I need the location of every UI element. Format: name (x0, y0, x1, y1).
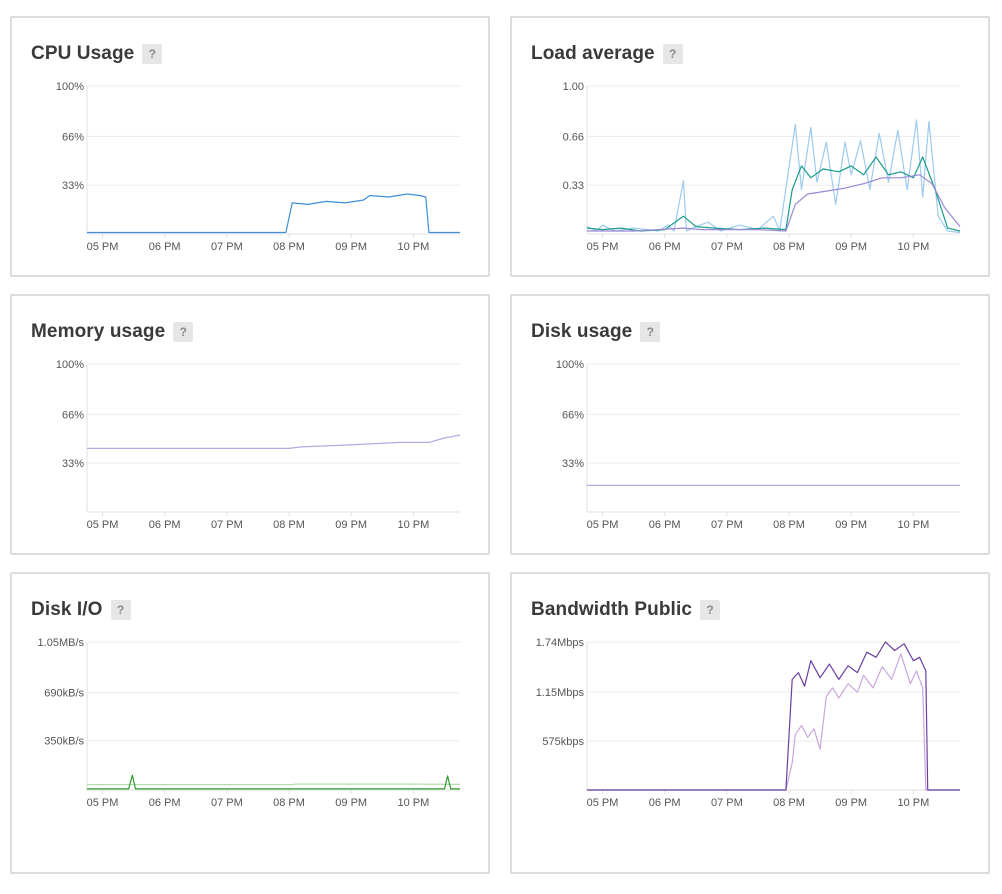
memory-usage-chart[interactable]: 100% 66% 33% 05 PM 06 PM 07 PM 08 PM 09 PM 10 PM (12, 296, 488, 553)
x-tick-label: 05 PM (587, 797, 619, 809)
load-average-chart[interactable]: 1.00 0.66 0.33 05 PM 06 PM 07 PM 08 PM 09 PM 10 … (512, 18, 988, 275)
x-tick-label: 10 PM (397, 797, 429, 809)
x-tick-label: 08 PM (273, 797, 305, 809)
x-tick-label: 10 PM (397, 241, 429, 253)
y-tick-label: 1.05MB/s (38, 637, 85, 649)
y-tick-label: 33% (562, 458, 584, 470)
x-tick-label: 06 PM (149, 519, 181, 531)
y-tick-label: 0.33 (563, 180, 584, 192)
panel-header: Disk I/O ? (31, 599, 131, 621)
y-tick-label: 33% (62, 180, 84, 192)
cpu-usage-panel: CPU Usage ? 100% 66% 33% 05 PM 06 PM 07 PM 08 … (10, 16, 490, 277)
x-tick-label: 07 PM (711, 241, 743, 253)
x-tick-label: 07 PM (211, 241, 243, 253)
x-tick-label: 06 PM (649, 241, 681, 253)
panel-title: Load average (531, 43, 655, 64)
series-line-1 (587, 653, 960, 791)
x-tick-label: 09 PM (835, 241, 867, 253)
x-tick-label: 06 PM (149, 797, 181, 809)
panel-header: CPU Usage ? (31, 43, 163, 65)
memory-usage-panel: Memory usage ? 100% 66% 33% 05 PM 06 PM 07 PM… (10, 294, 490, 555)
panel-header: Load average ? (531, 43, 683, 65)
x-tick-label: 08 PM (273, 241, 305, 253)
panel-header: Memory usage ? (31, 321, 194, 343)
x-tick-label: 10 PM (897, 241, 929, 253)
y-tick-label: 0.66 (563, 131, 584, 143)
load-average-panel: Load average ? 1.00 0.66 0.33 05 PM 06 PM 07 … (510, 16, 990, 277)
x-tick-label: 05 PM (87, 797, 119, 809)
y-tick-label: 100% (56, 359, 84, 371)
series-line-1 (586, 119, 961, 234)
series-line-1 (87, 193, 460, 234)
help-icon[interactable]: ? (700, 600, 720, 620)
disk-usage-chart[interactable]: 100% 66% 33% 05 PM 06 PM 07 PM 08 PM 09 PM 10 PM (512, 296, 988, 553)
panel-header: Bandwidth Public ? (531, 599, 720, 621)
series-line-2 (87, 774, 460, 790)
x-tick-label: 07 PM (211, 519, 243, 531)
panel-title: Disk I/O (31, 599, 103, 620)
x-tick-label: 07 PM (711, 797, 743, 809)
bandwidth-public-chart[interactable]: 1.74Mbps 1.15Mbps 575kbps 05 PM 06 PM 07 PM 08… (512, 574, 988, 872)
y-tick-label: 350kB/s (44, 736, 84, 748)
x-tick-label: 08 PM (773, 241, 805, 253)
panel-title: Disk usage (531, 321, 633, 342)
y-tick-label: 1.74Mbps (536, 637, 585, 649)
x-tick-label: 08 PM (773, 519, 805, 531)
x-tick-label: 05 PM (87, 519, 119, 531)
cpu-usage-chart[interactable]: 100% 66% 33% 05 PM 06 PM 07 PM 08 PM 09 PM 10 PM (12, 18, 488, 275)
y-tick-label: 66% (562, 409, 584, 421)
y-tick-label: 33% (62, 458, 84, 470)
y-tick-label: 690kB/s (44, 688, 84, 700)
x-tick-label: 05 PM (87, 241, 119, 253)
x-tick-label: 08 PM (773, 797, 805, 809)
disk-usage-panel: Disk usage ? 100% 66% 33% 05 PM 06 PM 07 PM 08… (510, 294, 990, 555)
x-tick-label: 07 PM (711, 519, 743, 531)
x-tick-label: 09 PM (335, 519, 367, 531)
y-tick-label: 1.15Mbps (536, 687, 585, 699)
series-line-2 (586, 156, 961, 232)
series-line-2 (587, 641, 960, 791)
y-tick-label: 66% (62, 409, 84, 421)
help-icon[interactable]: ? (142, 44, 163, 64)
x-tick-label: 10 PM (897, 797, 929, 809)
x-tick-label: 09 PM (335, 797, 367, 809)
help-icon[interactable]: ? (640, 322, 661, 342)
x-tick-label: 05 PM (587, 519, 619, 531)
x-tick-label: 05 PM (587, 241, 619, 253)
x-tick-label: 07 PM (211, 797, 243, 809)
x-tick-label: 06 PM (649, 797, 681, 809)
panel-title: CPU Usage (31, 43, 135, 64)
help-icon[interactable]: ? (173, 322, 194, 342)
x-tick-label: 06 PM (649, 519, 681, 531)
y-tick-label: 100% (56, 81, 84, 93)
x-tick-label: 09 PM (835, 797, 867, 809)
bandwidth-public-panel: Bandwidth Public ? 1.74Mbps 1.15Mbps 575kb… (510, 572, 990, 874)
panel-title: Memory usage (31, 321, 166, 342)
x-tick-label: 10 PM (397, 519, 429, 531)
disk-io-panel: Disk I/O ? 1.05MB/s 690kB/s 350kB/s 05 PM 06… (10, 572, 490, 874)
y-tick-label: 1.00 (563, 81, 584, 93)
help-icon[interactable]: ? (662, 44, 683, 64)
help-icon[interactable]: ? (110, 600, 131, 620)
series-line-1 (87, 783, 461, 786)
x-tick-label: 06 PM (149, 241, 181, 253)
series-line-1 (87, 434, 461, 449)
panel-title: Bandwidth Public (531, 599, 692, 620)
panel-header: Disk usage ? (531, 321, 661, 343)
disk-io-chart[interactable]: 1.05MB/s 690kB/s 350kB/s 05 PM 06 PM 07 PM 08 … (12, 574, 488, 872)
x-tick-label: 09 PM (335, 241, 367, 253)
series-line-3 (587, 174, 961, 232)
x-tick-label: 10 PM (897, 519, 929, 531)
y-tick-label: 66% (62, 131, 84, 143)
x-tick-label: 08 PM (273, 519, 305, 531)
x-tick-label: 09 PM (835, 519, 867, 531)
y-tick-label: 100% (556, 359, 584, 371)
y-tick-label: 575kbps (542, 736, 584, 748)
